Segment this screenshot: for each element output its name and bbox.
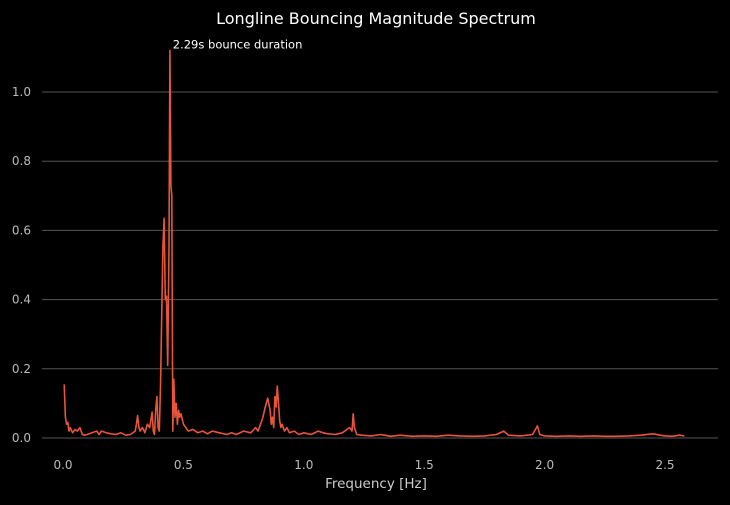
y-tick-label: 0.6 bbox=[12, 223, 31, 237]
y-tick-label: 0.2 bbox=[12, 362, 31, 376]
x-axis: 0.0 0.5 1.0 1.5 2.0 2.5 bbox=[53, 458, 674, 472]
chart-title: Longline Bouncing Magnitude Spectrum bbox=[216, 9, 536, 28]
y-tick-label: 0.8 bbox=[12, 154, 31, 168]
x-tick-label: 1.5 bbox=[415, 458, 434, 472]
y-tick-label: 1.0 bbox=[12, 85, 31, 99]
y-tick-label: 0.0 bbox=[12, 431, 31, 445]
x-tick-label: 2.5 bbox=[655, 458, 674, 472]
x-axis-label: Frequency [Hz] bbox=[325, 476, 427, 492]
series-line-magnitude bbox=[63, 49, 685, 438]
x-tick-label: 1.0 bbox=[294, 458, 313, 472]
grid bbox=[42, 91, 718, 439]
y-tick-label: 0.4 bbox=[12, 293, 31, 307]
x-tick-label: 0.0 bbox=[53, 458, 72, 472]
x-tick-label: 0.5 bbox=[174, 458, 193, 472]
peak-annotation: 2.29s bounce duration bbox=[173, 37, 303, 51]
y-axis: 0.0 0.2 0.4 0.6 0.8 1.0 bbox=[12, 85, 31, 445]
x-tick-label: 2.0 bbox=[535, 458, 554, 472]
